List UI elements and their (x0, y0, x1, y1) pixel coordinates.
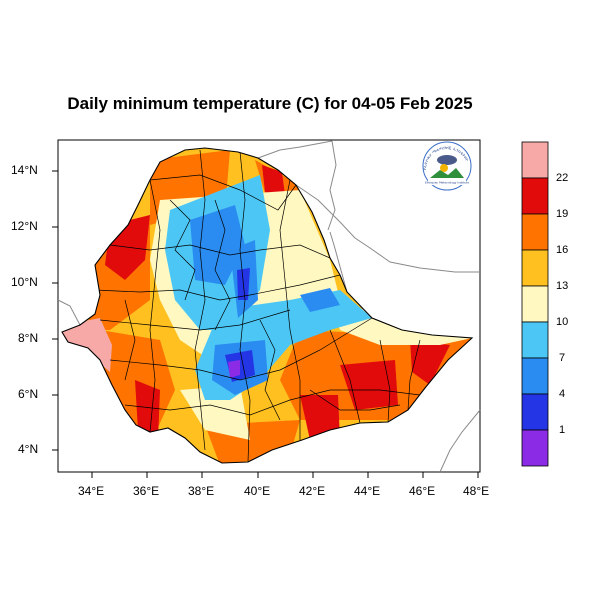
neighbour-borders (57, 140, 481, 473)
x-tick-label: 36°E (133, 484, 160, 498)
colorbar (521, 141, 549, 467)
colorbar-label: 13 (556, 280, 569, 292)
colorbar-bin-4 (521, 249, 549, 287)
y-tick-label: 10°N (11, 275, 38, 289)
colorbar-label: 7 (559, 352, 566, 364)
x-tick-label: 40°E (244, 484, 271, 498)
colorbar-bin-9 (521, 429, 549, 467)
x-tick-label: 48°E (463, 484, 490, 498)
colorbar-bin-6 (521, 321, 549, 359)
x-tick-label: 38°E (188, 484, 215, 498)
colorbar-label: 19 (556, 208, 569, 220)
colorbar-label: 10 (556, 316, 569, 328)
mountain-icon (430, 168, 464, 178)
colorbar-bin-2 (521, 177, 549, 215)
colorbar-bin-1 (521, 141, 549, 179)
y-tick-label: 6°N (18, 387, 39, 401)
colorbar-bin-5 (521, 285, 549, 323)
colorbar-label: 22 (556, 172, 569, 184)
colorbar-bin-8 (521, 393, 549, 431)
x-tick-label: 34°E (78, 484, 105, 498)
institute-logo: የኢትዮጵያ ሜቲዎሮሎጂ ኢንስቲትዩት Ethiopian Meteorol… (422, 141, 472, 191)
colorbar-bin-3 (521, 213, 549, 251)
y-tick-label: 4°N (18, 442, 39, 456)
colorbar-label: 16 (556, 244, 569, 256)
x-tick-label: 44°E (354, 484, 381, 498)
sun-icon (440, 164, 448, 172)
y-tick-label: 8°N (18, 331, 39, 345)
colorbar-label: 4 (559, 388, 566, 400)
x-tick-label: 42°E (299, 484, 326, 498)
logo-text-bottom: Ethiopian Meteorology Institute (425, 181, 469, 185)
colorbar-bin-7 (521, 357, 549, 395)
x-tick-label: 46°E (409, 484, 436, 498)
colorbar-label: 1 (559, 424, 566, 436)
y-tick-label: 12°N (11, 219, 38, 233)
cloud-icon (437, 155, 457, 165)
y-tick-label: 14°N (11, 163, 38, 177)
axis-ticks (52, 170, 479, 478)
map-title: Daily minimum temperature (C) for 04-05 … (67, 94, 473, 113)
